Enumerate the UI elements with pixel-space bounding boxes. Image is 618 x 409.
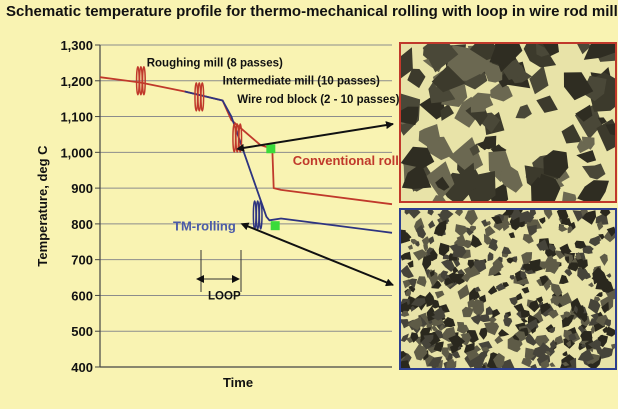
series-line-tm-rolling	[184, 90, 393, 234]
annotation-label: Wire rod block (2 - 10 passes)	[237, 94, 399, 106]
rolling-pass	[258, 200, 263, 230]
axes: 400 500 600 700 800 900 1,000 1,100 1,200 1,300 Te…	[35, 38, 392, 390]
y-tick-label: 800	[71, 217, 93, 232]
annotation-label: LOOP	[208, 291, 241, 303]
annotation-label: Roughing mill (8 passes)	[147, 57, 283, 69]
arrow-conventional	[236, 121, 394, 152]
rolling-pass	[252, 200, 257, 230]
y-tick-label: 1,000	[60, 145, 93, 160]
annotation-label: Intermediate mill (10 passes)	[223, 75, 380, 87]
micrograph-tm-rolling	[399, 208, 617, 370]
y-tick-label: 500	[71, 324, 93, 339]
rolling-pass	[232, 123, 237, 153]
rolling-pass	[200, 82, 205, 112]
rolling-pass	[194, 82, 199, 112]
annotation-label: Conventional rolling	[293, 153, 419, 168]
annotations: Roughing mill (8 passes) Intermediate mil…	[147, 57, 419, 302]
arrows	[196, 121, 394, 292]
coarse-grain-structure	[401, 44, 615, 201]
rolling-pass	[141, 66, 146, 96]
annotation-label: TM-rolling	[173, 218, 236, 233]
y-tick-label: 400	[71, 360, 93, 375]
grid-lines	[100, 44, 392, 332]
fine-grain-structure	[401, 210, 615, 368]
pass-markers	[135, 66, 280, 231]
y-tick-label: 1,300	[60, 38, 93, 53]
y-tick-label: 1,200	[60, 74, 93, 89]
green-marker	[270, 221, 280, 231]
y-axis-label: Temperature, deg C	[35, 145, 50, 267]
y-tick-label: 1,100	[60, 110, 93, 125]
green-marker	[266, 144, 276, 154]
micrograph-conventional-rolling	[399, 42, 617, 203]
rolling-pass	[235, 123, 240, 153]
arrow-tm	[240, 222, 394, 287]
rolling-pass	[255, 200, 260, 230]
x-axis-label: Time	[223, 375, 253, 390]
rolling-pass	[197, 82, 202, 112]
y-tick-label: 700	[71, 253, 93, 268]
chart-title: Schematic temperature profile for thermo…	[6, 3, 618, 20]
y-tick-label: 600	[71, 288, 93, 303]
y-tick-label: 900	[71, 181, 93, 196]
